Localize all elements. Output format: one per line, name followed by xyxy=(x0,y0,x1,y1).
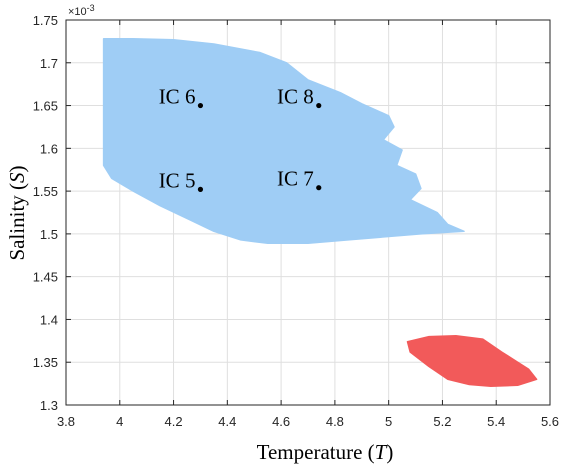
y-axis-title: Salinity (S) xyxy=(5,165,29,260)
ic-point-label: IC 5 xyxy=(159,168,196,192)
y-tick-label: 1.55 xyxy=(33,184,58,199)
x-tick-label: 5.2 xyxy=(433,414,451,429)
x-tick-label: 4.8 xyxy=(326,414,344,429)
data-region-2 xyxy=(406,334,538,387)
ic-points: IC 6 IC 8 IC 5 IC 7 xyxy=(159,85,322,192)
y-tick-label: 1.35 xyxy=(33,355,58,370)
plot-frame xyxy=(65,19,551,406)
data-region-1 xyxy=(102,38,465,245)
y-tick-label: 1.45 xyxy=(33,270,58,285)
y-tick-label: 1.5 xyxy=(40,227,58,242)
x-tick-label: 4 xyxy=(116,414,123,429)
y-tick-label: 1.65 xyxy=(33,99,58,114)
ic-point xyxy=(197,186,204,192)
x-tick-label: 5.4 xyxy=(487,414,505,429)
ic-point-label: IC 8 xyxy=(277,85,314,109)
ic-point-label: IC 6 xyxy=(159,85,196,109)
ic-point xyxy=(316,185,322,191)
y-tick-label: 1.3 xyxy=(40,398,58,413)
x-tick-label: 3.8 xyxy=(57,414,75,429)
x-tick-label: 4.4 xyxy=(218,414,236,429)
axis-ticks: 3.8 4 4.2 4.4 4.6 4.8 5 5.2 5.4 5.6 1.3 1.35 1.4 1.45… xyxy=(33,13,559,429)
ic-point-label: IC 7 xyxy=(277,167,314,191)
ic-point xyxy=(197,102,204,109)
y-tick-label: 1.75 xyxy=(33,13,58,28)
x-axis-title: Temperature (T) xyxy=(257,440,394,464)
y-tick-label: 1.6 xyxy=(40,141,58,156)
x-tick-label: 5.6 xyxy=(541,414,559,429)
y-tick-label: 1.4 xyxy=(40,312,58,327)
y-exponent-label: ×10-3 xyxy=(68,3,95,18)
x-tick-label: 4.2 xyxy=(165,414,183,429)
data-regions xyxy=(102,38,538,387)
ic-point xyxy=(316,102,322,109)
y-tick-label: 1.7 xyxy=(40,56,58,71)
x-tick-label: 5 xyxy=(385,414,392,429)
x-tick-label: 4.6 xyxy=(272,414,290,429)
